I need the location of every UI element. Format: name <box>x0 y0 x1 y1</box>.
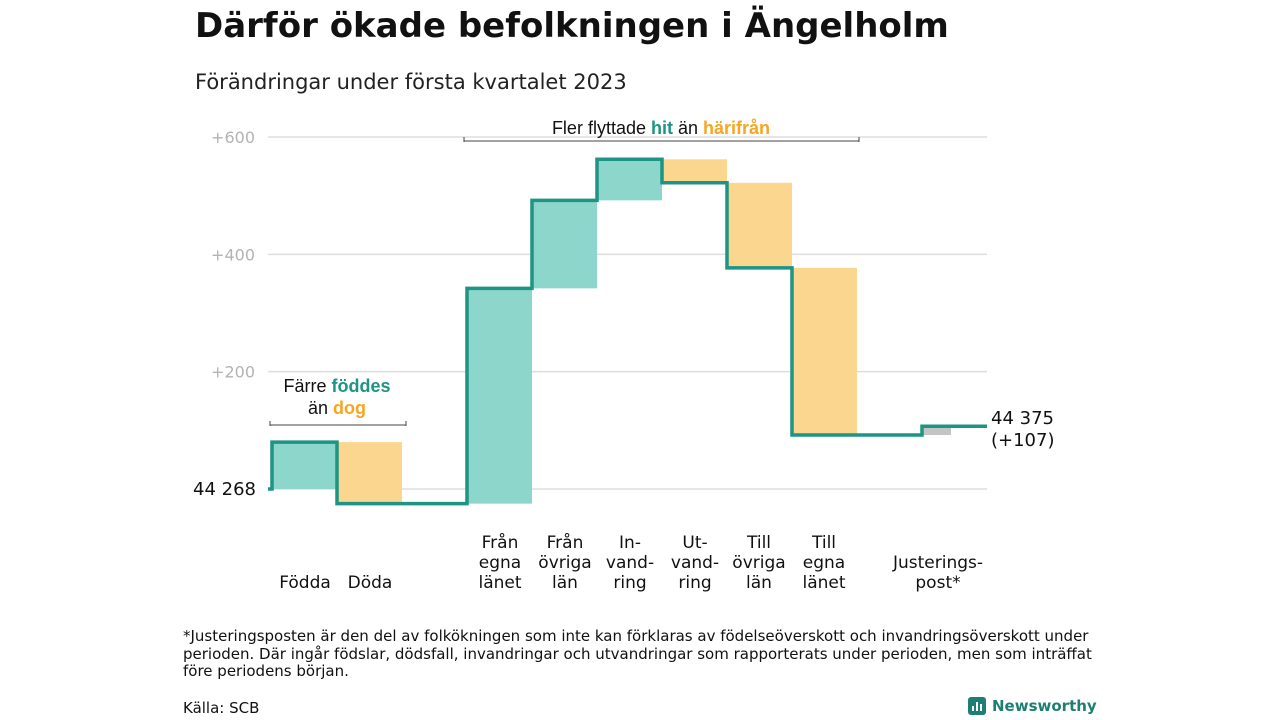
births-annotation: Färre föddes <box>283 376 390 396</box>
category-label: Ut- <box>682 533 707 553</box>
category-label: län <box>746 573 772 593</box>
waterfall-bar <box>662 159 727 183</box>
brand-name: Newsworthy <box>992 697 1097 715</box>
annotation-layer: Fler flyttade hit än härifrån Färre födde… <box>269 118 860 426</box>
waterfall-bar <box>532 200 597 289</box>
waterfall-bar <box>337 442 402 504</box>
bar-chart-icon <box>968 697 986 715</box>
category-label: länet <box>802 573 845 593</box>
migration-annotation: Fler flyttade hit än härifrån <box>552 118 770 138</box>
waterfall-bar <box>272 442 337 489</box>
end-value-label: (+107) <box>991 430 1054 451</box>
footnote: *Justeringsposten är den del av folkökni… <box>183 627 1092 680</box>
waterfall-bar <box>467 288 532 504</box>
chart-subtitle: Förändringar under första kvartalet 2023 <box>195 70 627 94</box>
category-label: vand- <box>606 553 654 573</box>
annotation-text-part: härifrån <box>703 118 770 138</box>
category-label: egna <box>803 553 845 573</box>
annotation-text-part: föddes <box>332 376 391 396</box>
annotation-text-part: dog <box>333 398 366 418</box>
category-label: Till <box>746 533 771 553</box>
waterfall-bar <box>792 267 857 436</box>
category-label: Från <box>482 532 519 553</box>
line-layer <box>268 157 987 506</box>
births-annotation: än dog <box>308 398 366 418</box>
annotation-text-part: Fler flyttade <box>552 118 651 138</box>
births-bracket <box>269 421 407 426</box>
population-step-line <box>268 157 987 506</box>
category-label: Från <box>547 532 584 553</box>
annotation-text-part: än <box>673 118 703 138</box>
y-tick-label: +400 <box>211 245 255 264</box>
category-label: In- <box>619 533 641 553</box>
category-label: ring <box>678 573 711 593</box>
waterfall-bar <box>922 426 951 436</box>
category-label: egna <box>479 553 521 573</box>
category-label: övriga <box>538 553 591 573</box>
category-label: län <box>552 573 578 593</box>
annotation-text-part: hit <box>651 118 673 138</box>
category-label: ring <box>613 573 646 593</box>
bar-layer <box>272 159 951 504</box>
migration-bracket <box>463 137 860 142</box>
category-label: Döda <box>348 573 393 593</box>
waterfall-bar <box>597 159 662 201</box>
waterfall-bar <box>727 182 792 268</box>
category-label: post* <box>915 573 960 593</box>
category-label: övriga <box>732 553 785 573</box>
category-label: Justerings- <box>892 553 983 573</box>
annotation-text-part: Färre <box>283 376 331 396</box>
category-label: vand- <box>671 553 719 573</box>
y-tick-label: +200 <box>211 363 255 382</box>
category-label: Till <box>811 533 836 553</box>
end-value-label: 44 375 <box>991 408 1054 429</box>
chart-title: Därför ökade befolkningen i Ängelholm <box>195 6 949 46</box>
y-tick-label: +600 <box>211 128 255 147</box>
category-label: Födda <box>279 573 331 593</box>
brand-logo: Newsworthy <box>968 697 1097 715</box>
start-value-label: 44 268 <box>193 479 256 500</box>
category-label: länet <box>478 573 521 593</box>
annotation-text-part: än <box>308 398 333 418</box>
source-text: Källa: SCB <box>183 699 260 717</box>
